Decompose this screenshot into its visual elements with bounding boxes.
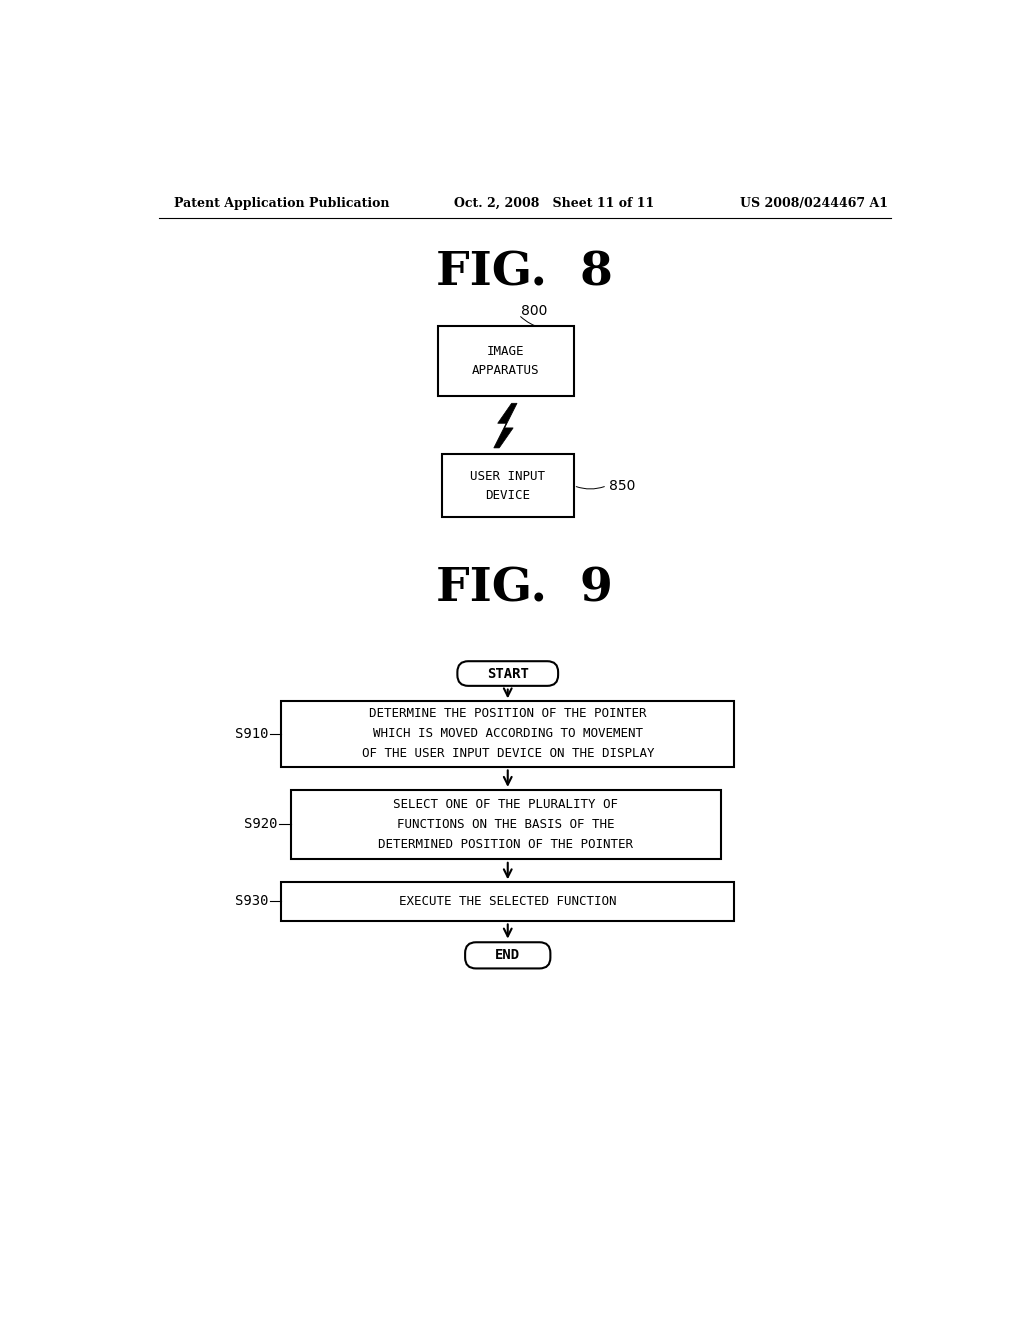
Text: US 2008/0244467 A1: US 2008/0244467 A1 (739, 197, 888, 210)
Text: SELECT ONE OF THE PLURALITY OF
FUNCTIONS ON THE BASIS OF THE
DETERMINED POSITION: SELECT ONE OF THE PLURALITY OF FUNCTIONS… (378, 799, 633, 851)
Text: Patent Application Publication: Patent Application Publication (174, 197, 390, 210)
FancyBboxPatch shape (458, 661, 558, 686)
Text: S910: S910 (234, 726, 268, 741)
Text: 850: 850 (608, 479, 635, 492)
FancyBboxPatch shape (465, 942, 550, 969)
Text: S920: S920 (244, 817, 278, 832)
Text: EXECUTE THE SELECTED FUNCTION: EXECUTE THE SELECTED FUNCTION (399, 895, 616, 908)
Polygon shape (494, 404, 517, 447)
Text: IMAGE
APPARATUS: IMAGE APPARATUS (472, 345, 540, 378)
FancyBboxPatch shape (438, 326, 573, 396)
Text: START: START (486, 667, 528, 681)
FancyArrowPatch shape (577, 487, 604, 488)
FancyBboxPatch shape (282, 701, 734, 767)
Text: S930: S930 (234, 895, 268, 908)
FancyBboxPatch shape (282, 882, 734, 921)
FancyArrowPatch shape (520, 317, 563, 329)
Text: USER INPUT
DEVICE: USER INPUT DEVICE (470, 470, 545, 502)
Text: 800: 800 (521, 304, 547, 318)
Text: FIG.  9: FIG. 9 (436, 565, 613, 611)
FancyBboxPatch shape (442, 454, 573, 517)
Text: DETERMINE THE POSITION OF THE POINTER
WHICH IS MOVED ACCORDING TO MOVEMENT
OF TH: DETERMINE THE POSITION OF THE POINTER WH… (361, 708, 654, 760)
Text: Oct. 2, 2008   Sheet 11 of 11: Oct. 2, 2008 Sheet 11 of 11 (454, 197, 653, 210)
Text: FIG.  8: FIG. 8 (436, 249, 613, 296)
FancyBboxPatch shape (291, 789, 721, 859)
Text: END: END (496, 948, 520, 962)
